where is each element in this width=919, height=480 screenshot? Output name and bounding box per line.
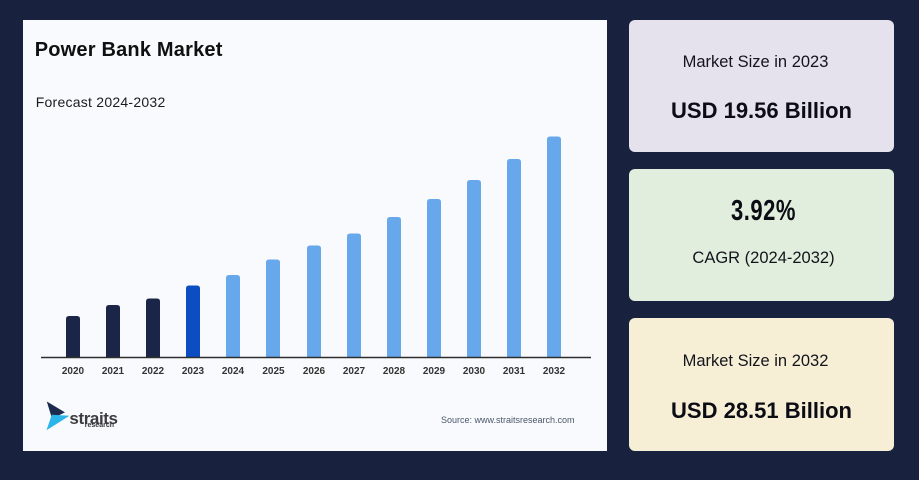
svg-text:2024: 2024 <box>222 366 245 377</box>
svg-text:2020: 2020 <box>62 366 85 377</box>
svg-text:2032: 2032 <box>543 366 566 377</box>
svg-text:2027: 2027 <box>343 366 366 377</box>
svg-text:2028: 2028 <box>383 366 406 377</box>
svg-text:2029: 2029 <box>423 366 446 377</box>
svg-text:2030: 2030 <box>463 366 486 377</box>
svg-text:2031: 2031 <box>503 366 526 377</box>
svg-text:2025: 2025 <box>262 366 285 377</box>
svg-text:2023: 2023 <box>182 366 205 377</box>
svg-text:2022: 2022 <box>142 366 165 377</box>
svg-text:2021: 2021 <box>102 366 125 377</box>
svg-text:2026: 2026 <box>303 366 326 377</box>
